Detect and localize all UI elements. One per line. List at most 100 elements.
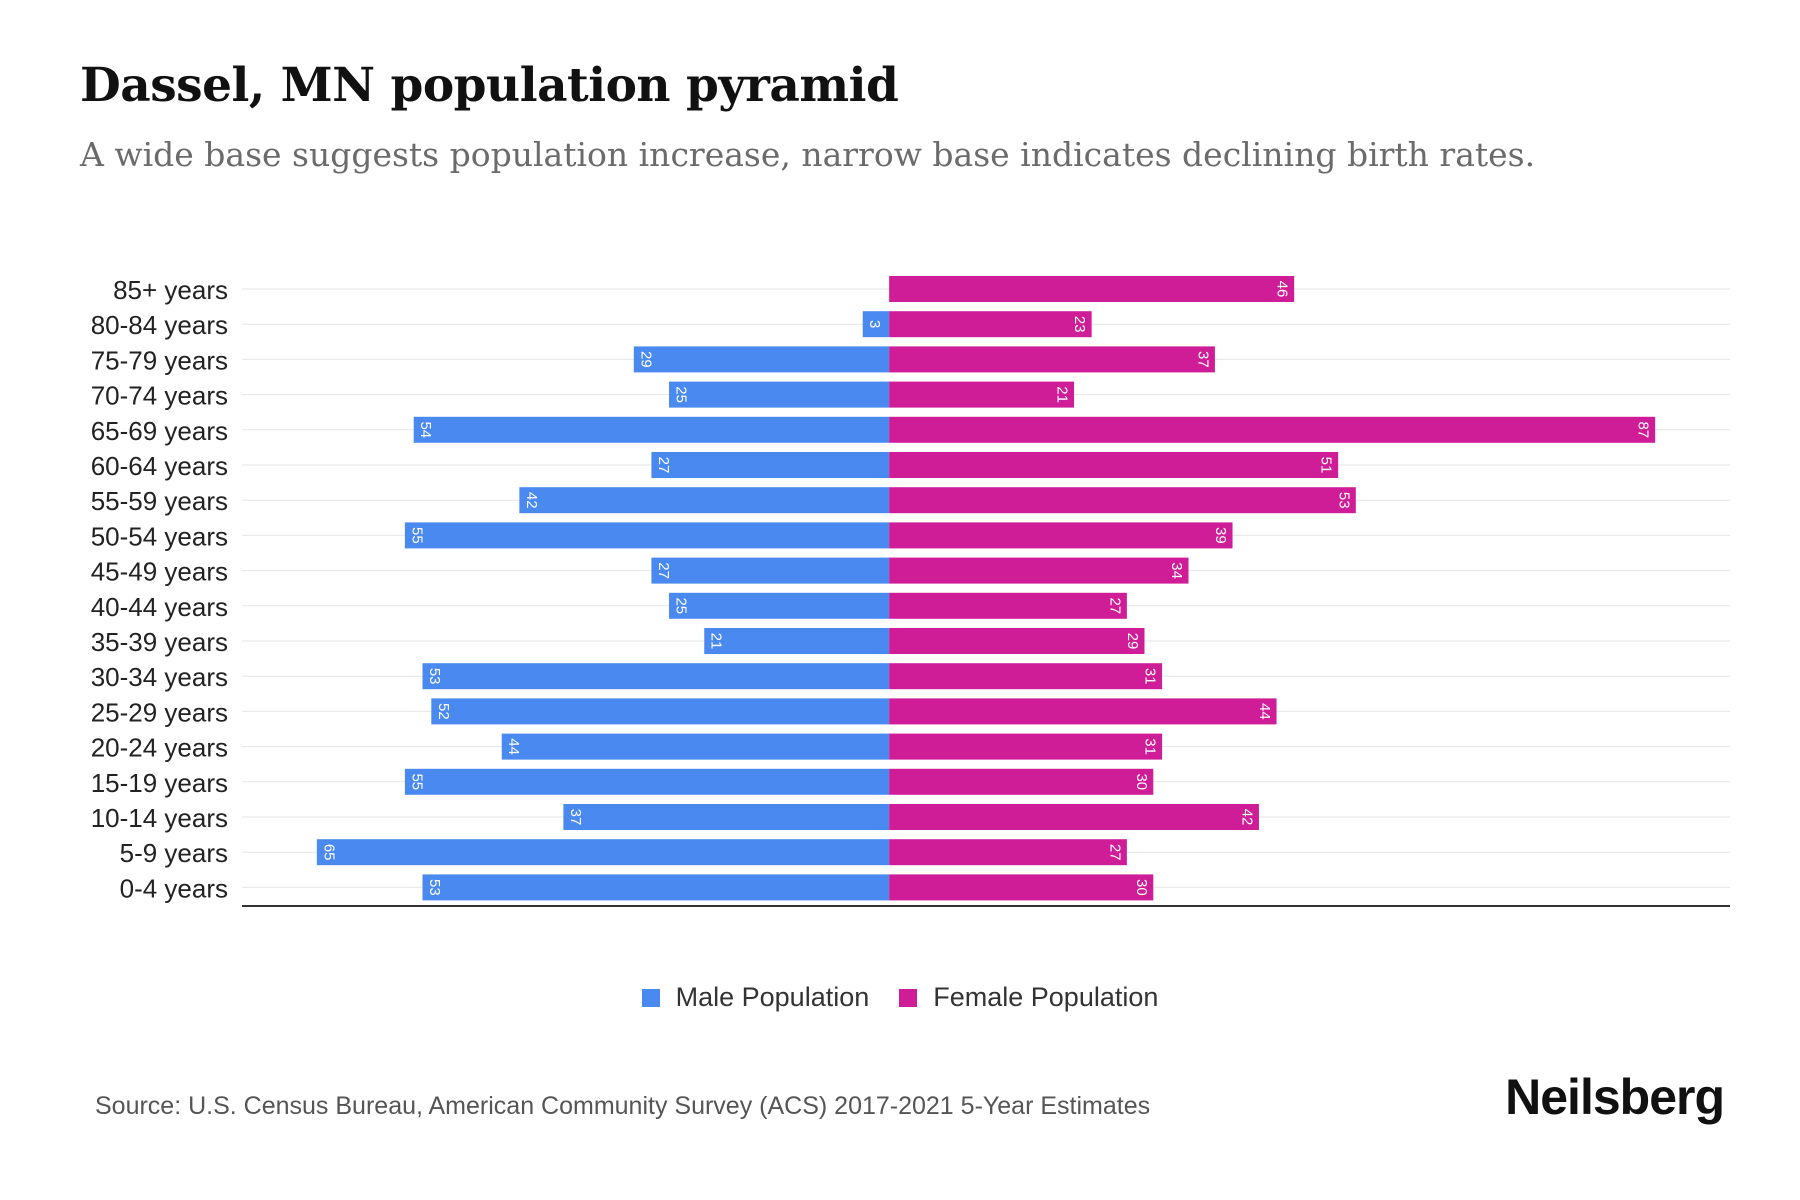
male-bar-25-29-years	[431, 698, 890, 725]
category-label-0-4-years: 0-4 years	[120, 873, 228, 903]
female-bar-80-84-years	[889, 311, 1092, 338]
male-value-label-10-14-years: 37	[567, 809, 584, 826]
female-value-label-65-69-years: 87	[1635, 421, 1652, 438]
male-bar-65-69-years	[413, 416, 890, 443]
male-bar-5-9-years	[316, 839, 890, 866]
female-bar-20-24-years	[889, 733, 1163, 760]
brand-logo: Neilsberg	[1505, 1069, 1725, 1125]
female-value-label-15-19-years: 30	[1133, 773, 1150, 790]
female-bar-65-69-years	[889, 416, 1656, 443]
female-bar-55-59-years	[889, 487, 1356, 514]
category-label-65-69-years: 65-69 years	[91, 416, 228, 446]
male-value-label-35-39-years: 21	[708, 633, 725, 650]
male-bar-75-79-years	[633, 346, 890, 373]
legend-swatch-female	[899, 988, 918, 1007]
female-value-label-70-74-years: 21	[1054, 386, 1071, 403]
male-bar-35-39-years	[704, 628, 890, 654]
legend-label-male: Male Population	[675, 982, 870, 1012]
male-bar-30-34-years	[422, 663, 890, 690]
male-value-label-40-44-years: 25	[673, 597, 690, 614]
chart-title: Dassel, MN population pyramid	[80, 58, 899, 113]
male-bar-0-4-years	[422, 874, 890, 901]
female-value-label-80-84-years: 23	[1071, 316, 1088, 333]
female-value-label-45-49-years: 34	[1168, 562, 1185, 579]
female-bar-70-74-years	[889, 381, 1075, 408]
female-value-label-40-44-years: 27	[1106, 597, 1123, 614]
female-bar-75-79-years	[889, 346, 1215, 373]
female-value-label-25-29-years: 44	[1256, 703, 1273, 720]
category-label-40-44-years: 40-44 years	[91, 592, 228, 622]
male-value-label-60-64-years: 27	[655, 457, 672, 474]
male-bar-55-59-years	[519, 487, 890, 514]
female-value-label-85plus-years: 46	[1274, 281, 1291, 298]
female-value-label-5-9-years: 27	[1106, 844, 1123, 861]
male-bar-20-24-years	[501, 733, 890, 760]
male-value-label-80-84-years: 3	[866, 320, 883, 328]
male-bar-80-84-years	[862, 311, 890, 338]
female-value-label-30-34-years: 31	[1142, 668, 1159, 685]
legend-swatch-male	[641, 988, 660, 1007]
male-value-label-15-19-years: 55	[408, 773, 425, 790]
category-label-75-79-years: 75-79 years	[91, 345, 228, 375]
female-bar-45-49-years	[889, 557, 1189, 584]
female-bar-5-9-years	[889, 839, 1127, 866]
chart-legend: Male Population Female Population	[0, 982, 1800, 1013]
female-bar-0-4-years	[889, 874, 1154, 901]
female-bar-35-39-years	[889, 628, 1145, 654]
male-bar-10-14-years	[563, 804, 890, 830]
female-bar-10-14-years	[889, 804, 1259, 830]
female-bar-50-54-years	[889, 522, 1233, 549]
category-label-10-14-years: 10-14 years	[91, 803, 228, 833]
female-bar-25-29-years	[889, 698, 1277, 725]
female-bar-60-64-years	[889, 452, 1339, 478]
female-value-label-75-79-years: 37	[1194, 351, 1211, 368]
male-value-label-20-24-years: 44	[505, 738, 522, 755]
male-value-label-75-79-years: 29	[637, 351, 654, 368]
male-bar-40-44-years	[669, 592, 890, 619]
category-label-35-39-years: 35-39 years	[91, 627, 228, 657]
male-value-label-25-29-years: 52	[435, 703, 452, 720]
female-value-label-10-14-years: 42	[1238, 809, 1255, 826]
category-label-5-9-years: 5-9 years	[120, 838, 228, 868]
female-bar-85plus-years	[889, 276, 1295, 302]
male-bar-60-64-years	[651, 452, 890, 478]
male-value-label-30-34-years: 53	[426, 668, 443, 685]
female-value-label-60-64-years: 51	[1318, 457, 1335, 474]
female-bar-40-44-years	[889, 592, 1127, 619]
source-note: Source: U.S. Census Bureau, American Com…	[95, 1092, 1151, 1120]
chart-subtitle: A wide base suggests population increase…	[80, 135, 1536, 174]
category-label-55-59-years: 55-59 years	[91, 486, 228, 516]
male-bar-50-54-years	[404, 522, 890, 549]
male-bar-45-49-years	[651, 557, 890, 584]
male-value-label-45-49-years: 27	[655, 562, 672, 579]
category-label-70-74-years: 70-74 years	[91, 381, 228, 411]
category-label-30-34-years: 30-34 years	[91, 662, 228, 692]
male-value-label-65-69-years: 54	[417, 421, 434, 438]
category-label-80-84-years: 80-84 years	[91, 310, 228, 340]
legend-item-female[interactable]: Female Population	[899, 982, 1158, 1013]
female-value-label-50-54-years: 39	[1212, 527, 1229, 544]
category-label-85plus-years: 85+ years	[113, 275, 228, 305]
female-value-label-20-24-years: 31	[1142, 738, 1159, 755]
female-bar-30-34-years	[889, 663, 1163, 690]
male-value-label-55-59-years: 42	[523, 492, 540, 509]
legend-label-female: Female Population	[933, 982, 1159, 1012]
male-value-label-70-74-years: 25	[673, 386, 690, 403]
male-value-label-50-54-years: 55	[408, 527, 425, 544]
category-label-20-24-years: 20-24 years	[91, 733, 228, 763]
male-value-label-5-9-years: 65	[320, 844, 337, 861]
male-bar-70-74-years	[669, 381, 890, 408]
category-label-60-64-years: 60-64 years	[91, 451, 228, 481]
male-value-label-0-4-years: 53	[426, 879, 443, 896]
female-value-label-35-39-years: 29	[1124, 633, 1141, 650]
category-label-45-49-years: 45-49 years	[91, 557, 228, 587]
category-label-15-19-years: 15-19 years	[91, 768, 228, 798]
category-label-25-29-years: 25-29 years	[91, 697, 228, 727]
female-value-label-55-59-years: 53	[1335, 492, 1352, 509]
female-bar-15-19-years	[889, 768, 1154, 795]
male-bar-15-19-years	[404, 768, 890, 795]
female-value-label-0-4-years: 30	[1133, 879, 1150, 896]
category-label-50-54-years: 50-54 years	[91, 521, 228, 551]
legend-item-male[interactable]: Male Population	[641, 982, 870, 1013]
